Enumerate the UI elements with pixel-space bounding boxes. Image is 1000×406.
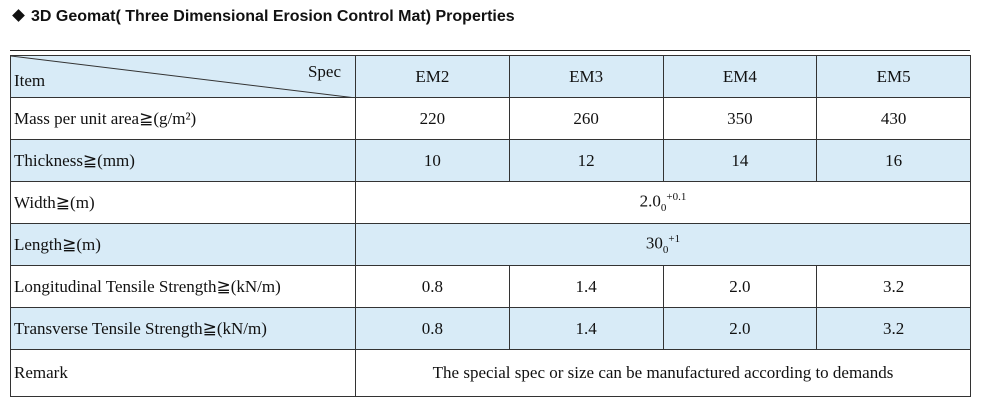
remark-text: The special spec or size can be manufact… [355,349,971,397]
cell: 300+1 [355,223,971,266]
cell: 3.2 [816,307,971,350]
header-row: Item Spec EM2 EM3 EM4 EM5 [10,55,971,98]
cell: 2.0 [662,265,818,308]
cell: 3.2 [816,265,971,308]
value: 30 [645,233,663,253]
bullet-icon [12,9,25,22]
cell: 260 [508,97,664,140]
tolerance-sup: +0.1 [666,190,687,203]
row: Transverse Tensile Strength≧(kN/m) 0.8 1… [10,307,971,350]
tolerance-sub: 0 [662,244,669,257]
row-label: Length≧(m) [10,223,356,266]
column-header: EM2 [355,55,510,98]
item-label: Item [14,71,46,90]
row: Length≧(m) 300+1 [10,223,971,266]
cell: 1.4 [508,265,664,308]
column-header: EM5 [816,55,971,98]
row: Width≧(m) 2.00+0.1 [10,181,971,224]
cell: 14 [662,139,818,182]
row: Thickness≧(mm) 10 12 14 16 [10,139,971,182]
cell: 220 [355,97,510,140]
column-header: EM3 [508,55,664,98]
cell: 12 [508,139,664,182]
row-label: Longitudinal Tensile Strength≧(kN/m) [10,265,356,308]
tolerance-sub: 0 [660,202,667,215]
properties-table: Item Spec EM2 EM3 EM4 EM5 Mass per unit … [10,55,971,397]
cell: 0.8 [355,307,510,350]
title: 3D Geomat( Three Dimensional Erosion Con… [31,8,515,25]
cell: 430 [816,97,971,140]
rule [10,50,970,51]
header-corner: Item Spec [10,55,356,98]
diagonal [11,56,356,98]
cell: 16 [816,139,971,182]
row: Longitudinal Tensile Strength≧(kN/m) 0.8… [10,265,971,308]
tolerance-sup: +1 [668,232,681,245]
cell: 10 [355,139,510,182]
row-label: Remark [10,349,356,397]
row: Remark The special spec or size can be m… [10,349,971,397]
value: 2.0 [639,191,661,211]
cell: 1.4 [508,307,664,350]
title-block: 3D Geomat( Three Dimensional Erosion Con… [12,8,515,26]
cell: 350 [662,97,818,140]
row: Mass per unit area≧(g/m²) 220 260 350 43… [10,97,971,140]
row-label: Thickness≧(mm) [10,139,356,182]
cell: 2.0 [662,307,818,350]
spec-label: Spec [307,62,341,81]
row-label: Transverse Tensile Strength≧(kN/m) [10,307,356,350]
row-label: Width≧(m) [10,181,356,224]
column-header: EM4 [662,55,818,98]
row-label: Mass per unit area≧(g/m²) [10,97,356,140]
cell: 2.00+0.1 [355,181,971,224]
cell: 0.8 [355,265,510,308]
